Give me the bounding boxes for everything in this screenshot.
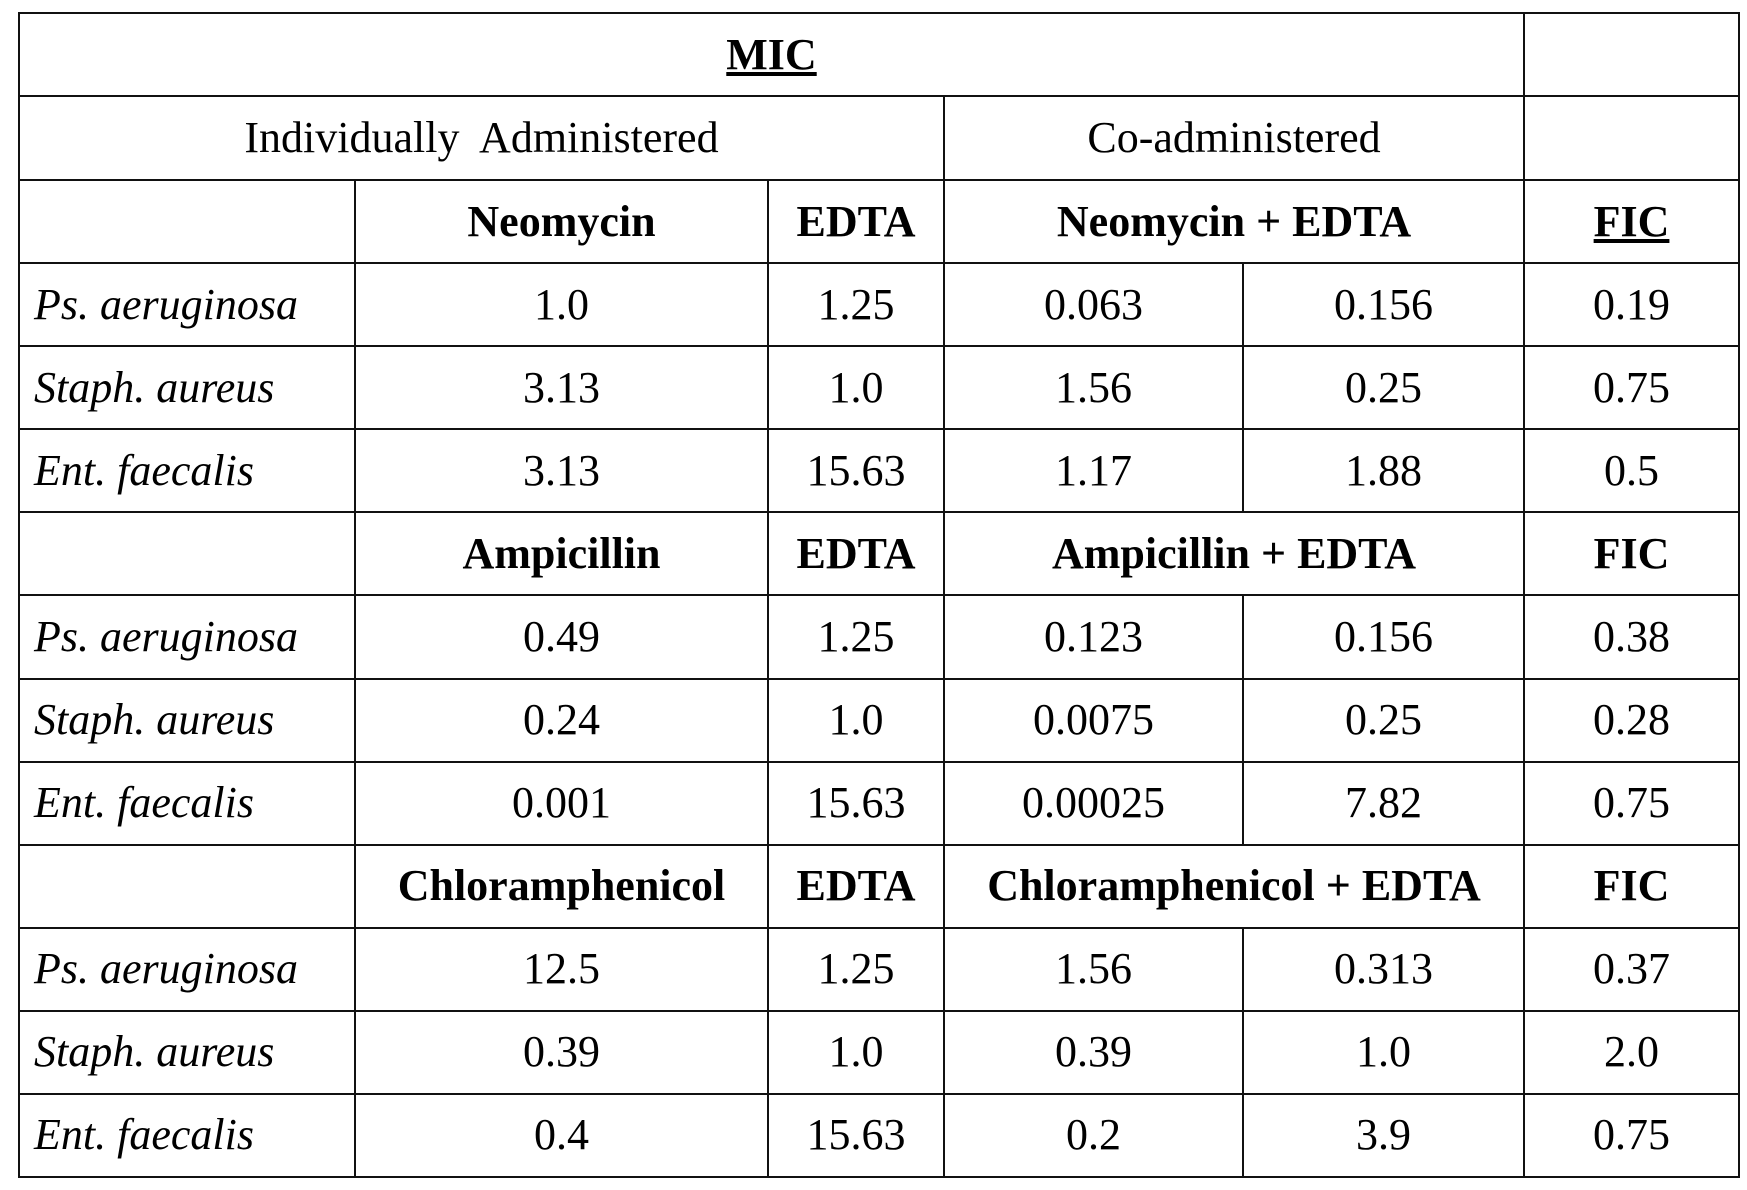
header-combination: Neomycin + EDTA — [944, 180, 1524, 263]
mic-co-drug: 1.56 — [944, 346, 1243, 429]
header-fic: FIC — [1524, 845, 1739, 928]
group-individually-administered: Individually Administered — [19, 96, 944, 180]
mic-edta-alone: 15.63 — [768, 1094, 944, 1177]
mic-co-drug: 0.39 — [944, 1011, 1243, 1094]
organism-name: Ps. aeruginosa — [19, 595, 355, 678]
mic-co-edta: 1.88 — [1243, 429, 1524, 512]
table-row: Staph. aureus3.131.01.560.250.75 — [19, 346, 1739, 429]
mic-co-edta: 1.0 — [1243, 1011, 1524, 1094]
group-row: Individually Administered Co-administere… — [19, 96, 1739, 180]
mic-edta-alone: 1.0 — [768, 1011, 944, 1094]
fic-value: 0.5 — [1524, 429, 1739, 512]
header-fic: FIC — [1524, 180, 1739, 263]
mic-co-drug: 0.00025 — [944, 762, 1243, 845]
mic-table: MIC Individually Administered Co-adminis… — [18, 12, 1740, 1178]
section-header-row: NeomycinEDTANeomycin + EDTAFIC — [19, 180, 1739, 263]
organism-name: Ps. aeruginosa — [19, 263, 355, 346]
section-header-row: ChloramphenicolEDTAChloramphenicol + EDT… — [19, 845, 1739, 928]
mic-co-drug: 0.123 — [944, 595, 1243, 678]
mic-co-edta: 0.25 — [1243, 679, 1524, 762]
fic-value: 0.37 — [1524, 928, 1739, 1011]
header-drug: Neomycin — [355, 180, 768, 263]
mic-co-drug: 1.17 — [944, 429, 1243, 512]
mic-co-edta: 3.9 — [1243, 1094, 1524, 1177]
empty-cell — [19, 512, 355, 595]
mic-edta-alone: 1.25 — [768, 595, 944, 678]
mic-drug-alone: 0.4 — [355, 1094, 768, 1177]
fic-value: 0.75 — [1524, 762, 1739, 845]
mic-drug-alone: 3.13 — [355, 429, 768, 512]
mic-edta-alone: 1.0 — [768, 346, 944, 429]
table-row: Ps. aeruginosa1.01.250.0630.1560.19 — [19, 263, 1739, 346]
table-row: Ent. faecalis0.00115.630.000257.820.75 — [19, 762, 1739, 845]
table-title: MIC — [19, 13, 1524, 96]
empty-cell — [19, 180, 355, 263]
empty-cell — [19, 845, 355, 928]
organism-name: Ent. faecalis — [19, 762, 355, 845]
table-row: Ent. faecalis0.415.630.23.90.75 — [19, 1094, 1739, 1177]
mic-co-drug: 0.0075 — [944, 679, 1243, 762]
fic-value: 0.38 — [1524, 595, 1739, 678]
mic-drug-alone: 1.0 — [355, 263, 768, 346]
empty-cell — [1524, 13, 1739, 96]
table-row: Ps. aeruginosa12.51.251.560.3130.37 — [19, 928, 1739, 1011]
header-fic: FIC — [1524, 512, 1739, 595]
mic-co-edta: 0.156 — [1243, 595, 1524, 678]
fic-value: 0.19 — [1524, 263, 1739, 346]
mic-co-edta: 0.313 — [1243, 928, 1524, 1011]
header-edta: EDTA — [768, 512, 944, 595]
table-row: Ps. aeruginosa0.491.250.1230.1560.38 — [19, 595, 1739, 678]
mic-edta-alone: 1.25 — [768, 263, 944, 346]
header-drug: Ampicillin — [355, 512, 768, 595]
header-combination: Ampicillin + EDTA — [944, 512, 1524, 595]
mic-edta-alone: 1.25 — [768, 928, 944, 1011]
table-row: Staph. aureus0.391.00.391.02.0 — [19, 1011, 1739, 1094]
header-drug: Chloramphenicol — [355, 845, 768, 928]
organism-name: Staph. aureus — [19, 346, 355, 429]
header-edta: EDTA — [768, 845, 944, 928]
fic-value: 0.75 — [1524, 346, 1739, 429]
fic-value: 0.75 — [1524, 1094, 1739, 1177]
organism-name: Staph. aureus — [19, 1011, 355, 1094]
mic-drug-alone: 0.001 — [355, 762, 768, 845]
fic-value: 0.28 — [1524, 679, 1739, 762]
organism-name: Ent. faecalis — [19, 1094, 355, 1177]
empty-cell — [1524, 96, 1739, 180]
table-body: MIC Individually Administered Co-adminis… — [19, 13, 1739, 1177]
mic-drug-alone: 0.39 — [355, 1011, 768, 1094]
mic-co-edta: 7.82 — [1243, 762, 1524, 845]
title-row: MIC — [19, 13, 1739, 96]
header-combination: Chloramphenicol + EDTA — [944, 845, 1524, 928]
table-row: Staph. aureus0.241.00.00750.250.28 — [19, 679, 1739, 762]
mic-edta-alone: 1.0 — [768, 679, 944, 762]
mic-drug-alone: 12.5 — [355, 928, 768, 1011]
table-row: Ent. faecalis3.1315.631.171.880.5 — [19, 429, 1739, 512]
group-co-administered: Co-administered — [944, 96, 1524, 180]
mic-co-drug: 0.2 — [944, 1094, 1243, 1177]
mic-co-drug: 0.063 — [944, 263, 1243, 346]
fic-value: 2.0 — [1524, 1011, 1739, 1094]
organism-name: Staph. aureus — [19, 679, 355, 762]
mic-edta-alone: 15.63 — [768, 762, 944, 845]
organism-name: Ps. aeruginosa — [19, 928, 355, 1011]
organism-name: Ent. faecalis — [19, 429, 355, 512]
header-edta: EDTA — [768, 180, 944, 263]
mic-co-drug: 1.56 — [944, 928, 1243, 1011]
mic-drug-alone: 0.24 — [355, 679, 768, 762]
section-header-row: AmpicillinEDTAAmpicillin + EDTAFIC — [19, 512, 1739, 595]
mic-co-edta: 0.156 — [1243, 263, 1524, 346]
mic-edta-alone: 15.63 — [768, 429, 944, 512]
mic-drug-alone: 0.49 — [355, 595, 768, 678]
mic-drug-alone: 3.13 — [355, 346, 768, 429]
mic-co-edta: 0.25 — [1243, 346, 1524, 429]
